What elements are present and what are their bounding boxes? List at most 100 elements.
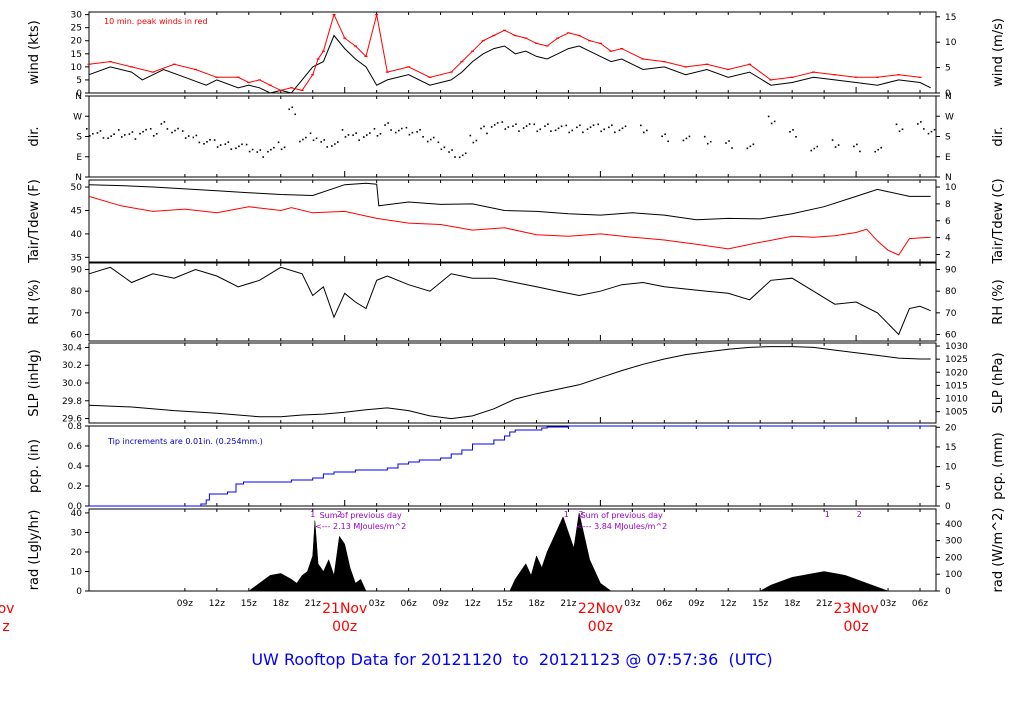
slp-left-tick-label: 29.8: [62, 397, 82, 407]
rad-left-tick-label: 30: [71, 528, 83, 538]
hour-tick-label: 09z: [688, 599, 704, 609]
dir-point: [419, 129, 421, 131]
dir-left-tick-label: W: [73, 112, 82, 122]
dir-point: [901, 128, 904, 131]
dir-point: [113, 133, 115, 135]
hour-tick-label: 06z: [912, 599, 928, 609]
dir-point: [216, 146, 219, 148]
dir-point: [592, 124, 595, 126]
dir-point: [429, 138, 432, 141]
rh-panel-frame: [88, 262, 937, 342]
dir-point: [461, 154, 464, 157]
dir-point: [376, 135, 379, 137]
dir-point: [390, 129, 392, 131]
day-time-label: 00z: [588, 619, 613, 635]
rad-sum-note-line1: Sum of previous day: [581, 511, 663, 520]
dir-point: [496, 122, 499, 124]
dir-point: [856, 143, 858, 146]
dir-point: [149, 128, 152, 130]
dir-point: [608, 126, 610, 129]
dir-point: [685, 137, 688, 140]
wind-left-tick-label: 15: [71, 50, 82, 60]
hour-tick-label: 18z: [273, 599, 289, 609]
dir-point: [341, 129, 344, 131]
rad-marker: 2: [857, 510, 862, 519]
dir-point: [131, 131, 134, 133]
temp-panel-frame: [88, 179, 937, 263]
dir-point: [192, 136, 195, 139]
rh-left-axis-title: RH (%): [27, 279, 42, 324]
slp-left-axis-title: SLP (inHg): [27, 349, 42, 417]
dir-point: [550, 130, 552, 132]
rad-marker: 2: [337, 510, 342, 519]
hour-tick-label: 18z: [528, 599, 544, 609]
dir-point: [933, 128, 936, 131]
pcp-right-tick-label: 15: [945, 443, 956, 453]
temp-right-tick-label: 10: [945, 183, 957, 193]
dir-point: [831, 139, 834, 141]
dir-point: [120, 136, 123, 138]
pcp-left-tick-label: 0.8: [68, 422, 83, 432]
dir-point: [582, 131, 584, 134]
dir-point: [614, 131, 616, 134]
hour-tick-label: 15z: [241, 599, 257, 609]
dir-point: [384, 124, 386, 126]
dir-left-tick-label: N: [75, 92, 82, 102]
dir-point: [315, 137, 318, 140]
pcp-left-tick-label: 0.6: [68, 442, 83, 452]
rh-left-tick-label: 60: [71, 331, 83, 341]
wind-left-tick-label: 25: [71, 24, 82, 34]
temp-right-axis-title: Tair/Tdew (C): [991, 178, 1006, 264]
pcp-right-tick-label: 20: [945, 423, 957, 433]
dir-point: [96, 132, 99, 134]
hour-tick-label: 12z: [720, 599, 736, 609]
rh-right-tick-label: 80: [945, 287, 957, 297]
hour-tick-label: 03z: [369, 599, 385, 609]
dir-point: [597, 123, 599, 126]
dir-point: [320, 141, 322, 143]
dir-point: [749, 145, 752, 148]
wind-right-axis-title: wind (m/s): [991, 18, 1006, 87]
dir-point: [99, 130, 102, 132]
temp-right-tick-label: 4: [945, 234, 951, 244]
dir-point: [352, 134, 354, 136]
dir-point: [486, 132, 488, 135]
dir-point: [363, 136, 365, 138]
dir-point: [134, 138, 137, 140]
day-date-label: ov: [0, 601, 14, 617]
footer-title: UW Rooftop Data for 20121120 to 20121123…: [251, 650, 773, 669]
dir-point: [469, 134, 472, 137]
rh-right-tick-label: 60: [945, 331, 957, 341]
dir-point: [560, 125, 563, 128]
dir-point: [490, 126, 493, 128]
dir-point: [834, 146, 837, 148]
rh-right-axis-title: RH (%): [991, 279, 1006, 324]
dir-point: [107, 137, 109, 139]
rh-series-0: [88, 266, 931, 336]
dir-point: [203, 143, 205, 145]
dir-point: [533, 123, 536, 126]
dir-point: [312, 139, 315, 142]
hour-tick-label: 03z: [624, 599, 640, 609]
day-date-label: 21Nov: [322, 601, 367, 617]
slp-series-0: [88, 346, 931, 420]
rad-right-tick-label: 300: [945, 537, 962, 547]
dir-point: [302, 138, 304, 141]
dir-point: [139, 132, 141, 135]
slp-right-tick-label: 1030: [945, 342, 968, 352]
hour-tick-label: 21z: [816, 599, 832, 609]
dir-point: [309, 132, 312, 135]
hour-tick-label: 06z: [401, 599, 417, 609]
wind-left-tick-label: 30: [71, 11, 83, 21]
dir-point: [795, 136, 797, 138]
dir-point: [369, 132, 371, 134]
dir-point: [163, 121, 166, 123]
dir-point: [299, 140, 301, 143]
dir-point: [416, 131, 418, 133]
temp-right-tick-label: 8: [945, 200, 951, 210]
wind-right-tick-label: 0: [945, 89, 951, 99]
dir-point: [618, 129, 621, 132]
dir-point: [145, 128, 147, 131]
dir-point: [475, 139, 478, 142]
dir-point: [123, 134, 126, 136]
